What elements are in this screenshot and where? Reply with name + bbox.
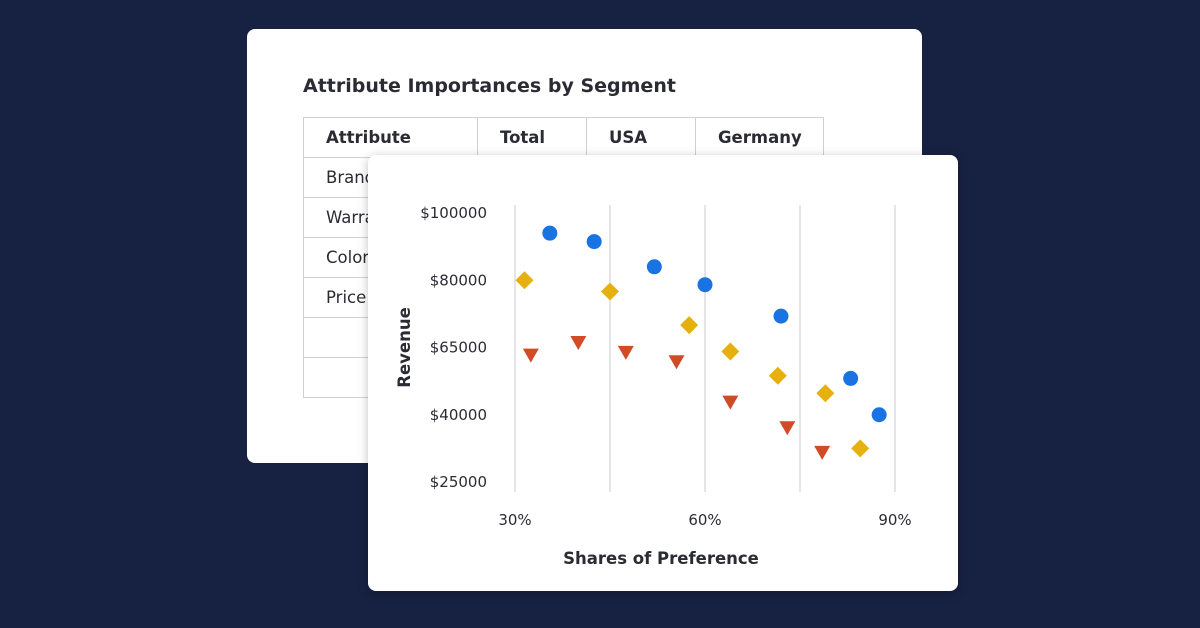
data-point <box>773 308 789 324</box>
header-germany: Germany <box>695 117 824 158</box>
x-tick-label: 30% <box>498 511 531 529</box>
data-point <box>668 355 685 370</box>
data-point <box>843 370 859 386</box>
table-header-row: Attribute Total USA Germany <box>303 117 824 158</box>
header-usa: USA <box>586 117 696 158</box>
data-point <box>680 316 699 335</box>
x-tick-label: 90% <box>878 511 911 529</box>
y-axis-title: Revenue <box>395 307 414 388</box>
y-tick-label: $65000 <box>430 339 487 357</box>
data-point <box>768 366 787 385</box>
data-point <box>722 395 739 410</box>
data-point <box>814 445 831 460</box>
data-point <box>816 384 835 403</box>
header-total: Total <box>477 117 587 158</box>
data-point <box>871 407 887 423</box>
data-point <box>851 439 870 458</box>
scatter-chart-card: $25000 $40000 $65000 $80000 $100000 30% 60% 90%… <box>368 155 958 591</box>
data-point <box>570 336 587 351</box>
data-point <box>617 345 634 360</box>
y-tick-label: $80000 <box>430 271 487 289</box>
x-axis-title: Shares of Preference <box>563 549 759 568</box>
data-point <box>586 234 602 250</box>
y-tick-label: $100000 <box>420 204 487 222</box>
data-point <box>697 277 713 293</box>
data-point <box>522 348 539 363</box>
scatter-chart: $25000 $40000 $65000 $80000 $100000 30% 60% 90%… <box>395 204 912 568</box>
data-point <box>515 271 534 290</box>
data-point <box>721 342 740 361</box>
y-tick-label: $25000 <box>430 473 487 491</box>
table-title: Attribute Importances by Segment <box>303 75 676 97</box>
header-attribute: Attribute <box>303 117 478 158</box>
data-point <box>542 225 558 241</box>
y-tick-label: $40000 <box>430 406 487 424</box>
data-point <box>646 259 662 275</box>
data-point <box>601 282 619 301</box>
x-tick-label: 60% <box>688 511 721 529</box>
data-point <box>779 421 796 436</box>
